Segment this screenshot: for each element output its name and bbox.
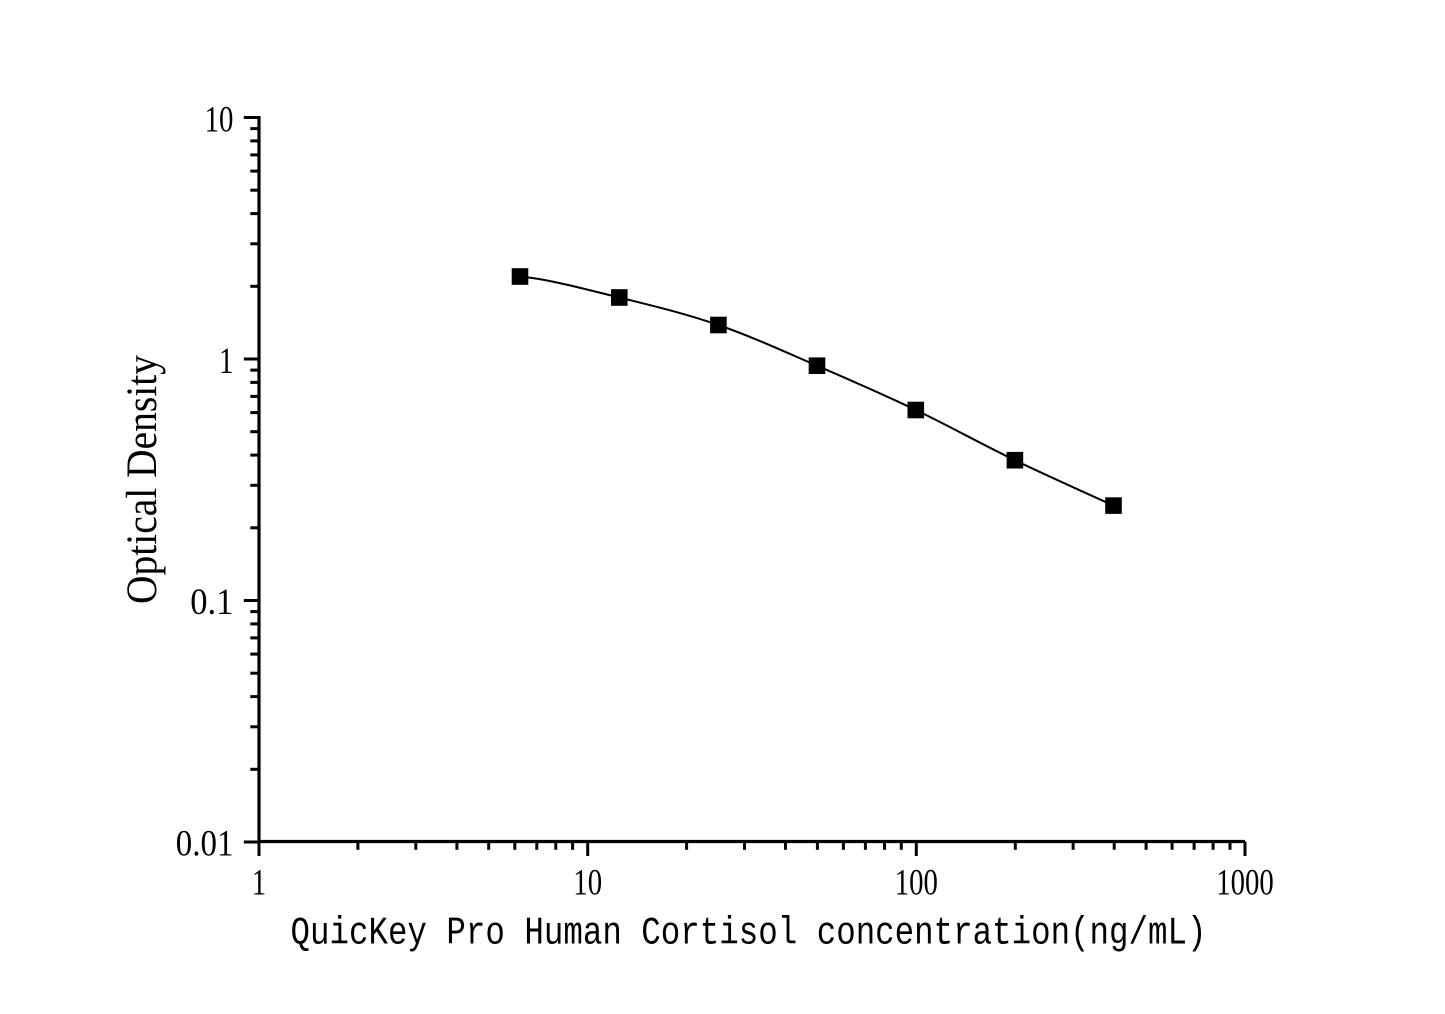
svg-text:10: 10	[573, 863, 602, 904]
svg-text:100: 100	[895, 863, 938, 904]
svg-text:1: 1	[252, 863, 266, 904]
svg-text:1: 1	[219, 341, 233, 382]
svg-text:0.01: 0.01	[176, 824, 234, 865]
svg-text:1000: 1000	[1216, 863, 1274, 904]
svg-text:10: 10	[205, 100, 234, 141]
svg-text:Optical Density: Optical Density	[119, 355, 166, 604]
svg-text:QuicKey Pro Human Cortisol con: QuicKey Pro Human Cortisol concentration…	[291, 912, 1207, 956]
svg-text:0.1: 0.1	[190, 582, 233, 623]
